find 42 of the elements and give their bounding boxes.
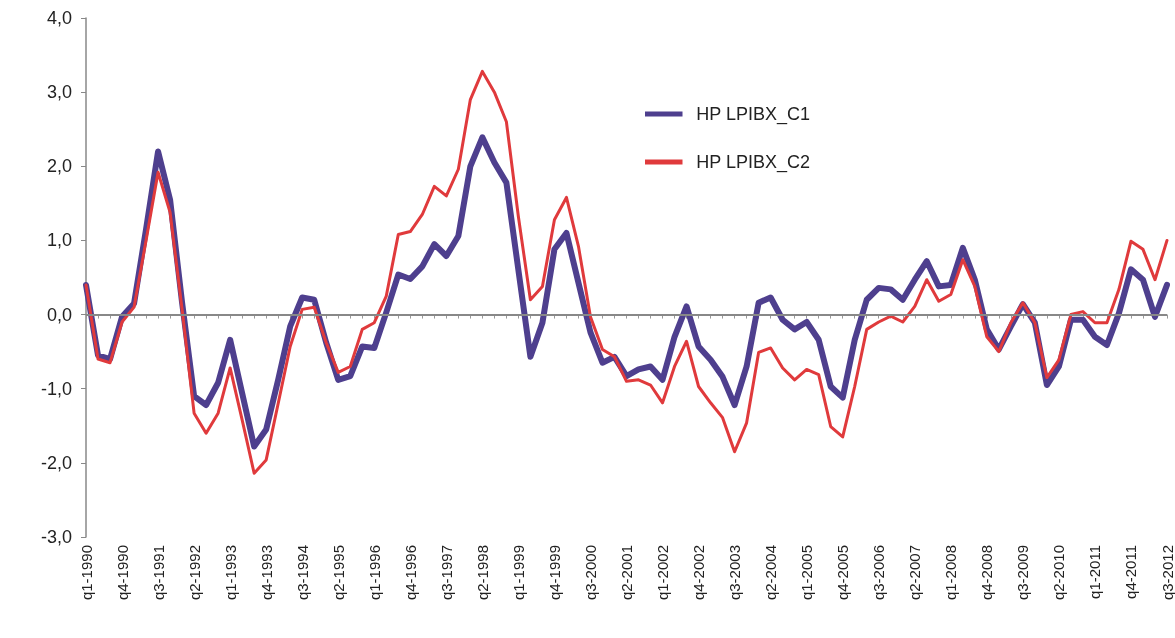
x-tick-label: q4-1996 <box>401 545 419 601</box>
x-tick-label: q2-1992 <box>185 545 203 601</box>
x-tick-label: q4-1990 <box>113 545 131 601</box>
y-tick-label: 3,0 <box>46 82 72 103</box>
x-tick-label: q2-2004 <box>762 545 780 601</box>
x-tick-label: q2-2001 <box>618 545 635 601</box>
legend-label: HP LPIBX_C1 <box>696 104 810 125</box>
x-tick-label: q1-2011 <box>1086 545 1104 599</box>
x-tick-label: q3-1994 <box>293 545 311 601</box>
y-tick-label: 0,0 <box>46 304 72 325</box>
x-tick-label: q3-2012 <box>1158 545 1175 601</box>
x-tick-label: q2-1998 <box>473 545 491 601</box>
x-tick-label: q4-1993 <box>257 545 275 601</box>
x-tick-label: q4-2008 <box>978 545 996 601</box>
x-tick-label: q1-1996 <box>365 545 383 601</box>
x-tick-label: q3-2000 <box>581 545 599 601</box>
x-tick-label: q1-2002 <box>654 545 672 601</box>
x-tick-label: q4-1999 <box>545 545 563 601</box>
x-tick-label: q4-2005 <box>834 545 852 601</box>
x-tick-label: q2-2010 <box>1050 545 1068 601</box>
line-series <box>84 69 1169 475</box>
x-tick-label: q1-1999 <box>509 545 527 601</box>
x-tick-label: q2-1995 <box>329 545 347 601</box>
x-tick-label: q4-2002 <box>690 545 708 601</box>
y-tick-label: 1,0 <box>46 230 72 251</box>
x-tick-label: q1-2008 <box>942 545 960 601</box>
y-tick-label: -2,0 <box>40 452 72 473</box>
x-tick-label: q3-1991 <box>149 545 167 601</box>
y-tick-label: 2,0 <box>46 156 72 177</box>
x-tick-label: q1-1990 <box>77 545 95 601</box>
legend-label: HP LPIBX_C2 <box>696 152 810 173</box>
x-tick-label: q4-2011 <box>1122 545 1140 599</box>
y-tick-label: 4,0 <box>46 8 72 28</box>
x-tick-label: q3-2009 <box>1014 545 1032 601</box>
y-tick-label: -1,0 <box>40 378 72 399</box>
x-tick-label: q1-1993 <box>221 545 239 601</box>
y-tick-label: -3,0 <box>40 527 72 547</box>
x-tick-label: q3-1997 <box>437 545 455 601</box>
x-tick-label: q2-2007 <box>906 545 924 601</box>
x-tick-label: q3-2006 <box>870 545 888 601</box>
x-tick-label: q1-2005 <box>798 545 816 601</box>
x-tick-label: q3-2003 <box>726 545 744 601</box>
